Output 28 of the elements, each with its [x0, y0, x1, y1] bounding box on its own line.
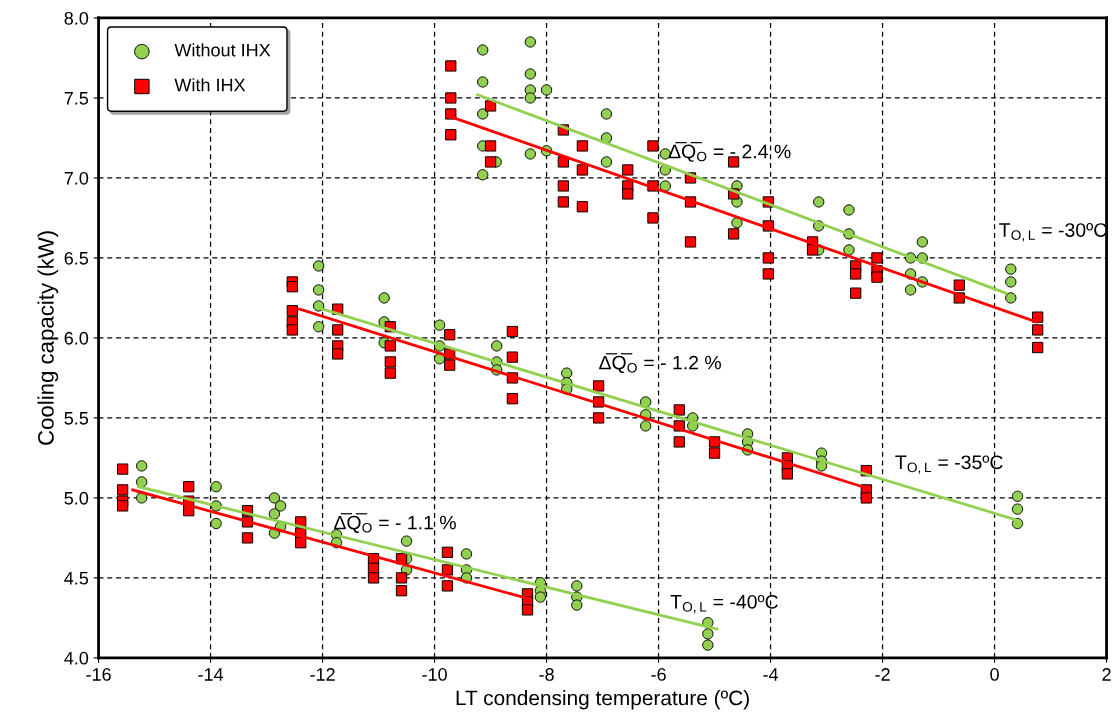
x-axis-title: LT condensing temperature (ºC)	[456, 689, 749, 710]
annotation: T$_{O,L}$ = -35ºC	[895, 455, 1003, 474]
y-tick-label: 5.5	[64, 412, 89, 425]
y-tick-label: 4.0	[64, 651, 89, 665]
x-tick-label: -10	[422, 668, 447, 681]
x-tick-label: -12	[310, 668, 335, 681]
legend-label: Without IHX	[174, 43, 271, 57]
x-tick-label: -14	[198, 668, 224, 681]
x-tick-label: -8	[539, 668, 554, 681]
x-tick-label: 2	[1102, 668, 1111, 681]
x-tick-label: -6	[651, 668, 666, 681]
x-tick-label: -2	[875, 668, 890, 681]
y-tick-label: 6.0	[64, 331, 89, 345]
y-axis-title: Cooling capacity (kW)	[37, 231, 59, 445]
x-tick-label: -16	[86, 668, 111, 681]
annotation: T$_{O,L}$ = -40ºC	[670, 594, 778, 614]
y-tick-label: 5.0	[64, 491, 89, 505]
x-tick-label: -4	[763, 668, 779, 681]
y-tick-label: 8.0	[64, 11, 89, 25]
y-tick-label: 6.5	[64, 251, 89, 265]
annotation: Δ̅Q̅$_{O}$ = - 1.1 %	[334, 513, 456, 533]
y-tick-label: 7.0	[64, 171, 89, 185]
legend-label: With IHX	[174, 78, 246, 92]
y-tick-label: 4.5	[64, 572, 89, 585]
annotation: Δ̅Q̅$_{O}$ = - 2.4 %	[668, 142, 791, 162]
x-tick-label: 0	[990, 668, 999, 681]
annotation: Δ̅Q̅$_{O}$ = - 1.2 %	[599, 353, 721, 373]
y-tick-label: 7.5	[64, 92, 89, 105]
